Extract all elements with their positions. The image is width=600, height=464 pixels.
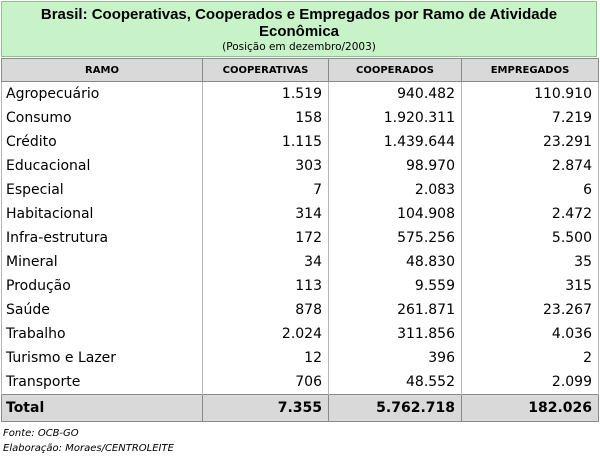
table-row: Agropecuário 1.519 940.482 110.910 xyxy=(1,81,599,106)
cell-cooperativas: 314 xyxy=(202,202,329,226)
cell-ramo: Saúde xyxy=(1,298,203,322)
cell-ramo: Infra-estrutura xyxy=(1,226,203,250)
cell-ramo: Mineral xyxy=(1,250,203,274)
table-row: Turismo e Lazer 12 396 2 xyxy=(1,346,599,370)
table-row: Crédito 1.115 1.439.644 23.291 xyxy=(1,130,599,154)
cell-cooperativas: 2.024 xyxy=(202,322,329,346)
footnotes: Fonte: OCB-GO Elaboração: Moraes/CENTROL… xyxy=(3,426,174,456)
cell-empregados: 315 xyxy=(461,274,599,298)
cell-empregados: 110.910 xyxy=(461,81,599,106)
header-ramo: RAMO xyxy=(1,58,203,82)
table-row: Mineral 34 48.830 35 xyxy=(1,250,599,274)
cell-ramo: Trabalho xyxy=(1,322,203,346)
table-row: Educacional 303 98.970 2.874 xyxy=(1,154,599,178)
table-subtitle: (Posição em dezembro/2003) xyxy=(222,41,376,53)
header-cooperativas: COOPERATIVAS xyxy=(202,58,329,82)
cell-ramo: Turismo e Lazer xyxy=(1,346,203,370)
total-empregados: 182.026 xyxy=(461,394,599,422)
total-row: Total 7.355 5.762.718 182.026 xyxy=(1,394,599,422)
cell-cooperativas: 1.519 xyxy=(202,81,329,106)
cell-cooperativas: 878 xyxy=(202,298,329,322)
cell-ramo: Crédito xyxy=(1,130,203,154)
cell-cooperados: 104.908 xyxy=(328,202,462,226)
total-label: Total xyxy=(1,394,203,422)
cell-cooperados: 48.830 xyxy=(328,250,462,274)
cell-ramo: Especial xyxy=(1,178,203,202)
cell-cooperativas: 113 xyxy=(202,274,329,298)
cell-cooperados: 940.482 xyxy=(328,81,462,106)
cell-cooperados: 2.083 xyxy=(328,178,462,202)
cell-cooperativas: 172 xyxy=(202,226,329,250)
cell-empregados: 6 xyxy=(461,178,599,202)
cell-empregados: 5.500 xyxy=(461,226,599,250)
cell-cooperativas: 158 xyxy=(202,106,329,130)
table-title: Brasil: Cooperativas, Cooperados e Empre… xyxy=(40,6,558,40)
cell-ramo: Habitacional xyxy=(1,202,203,226)
elaboration-note: Elaboração: Moraes/CENTROLEITE xyxy=(3,443,174,454)
table-row: Habitacional 314 104.908 2.472 xyxy=(1,202,599,226)
cell-ramo: Educacional xyxy=(1,154,203,178)
table-row: Transporte 706 48.552 2.099 xyxy=(1,370,599,395)
cell-empregados: 2.472 xyxy=(461,202,599,226)
cell-cooperados: 9.559 xyxy=(328,274,462,298)
cell-cooperados: 1.920.311 xyxy=(328,106,462,130)
cell-cooperativas: 34 xyxy=(202,250,329,274)
cell-ramo: Produção xyxy=(1,274,203,298)
cell-cooperados: 396 xyxy=(328,346,462,370)
cell-cooperativas: 12 xyxy=(202,346,329,370)
cell-ramo: Consumo xyxy=(1,106,203,130)
cooperatives-table: RAMO COOPERATIVAS COOPERADOS EMPREGADOS … xyxy=(1,58,599,422)
cell-empregados: 7.219 xyxy=(461,106,599,130)
table-row: Trabalho 2.024 311.856 4.036 xyxy=(1,322,599,346)
source-note: Fonte: OCB-GO xyxy=(3,428,79,439)
cell-cooperados: 311.856 xyxy=(328,322,462,346)
cell-ramo: Transporte xyxy=(1,370,203,395)
title-panel: Brasil: Cooperativas, Cooperados e Empre… xyxy=(1,1,597,57)
cell-empregados: 23.267 xyxy=(461,298,599,322)
cell-cooperados: 98.970 xyxy=(328,154,462,178)
total-cooperativas: 7.355 xyxy=(202,394,329,422)
cell-empregados: 2.874 xyxy=(461,154,599,178)
header-cooperados: COOPERADOS xyxy=(328,58,462,82)
header-row: RAMO COOPERATIVAS COOPERADOS EMPREGADOS xyxy=(1,58,599,82)
table-row: Consumo 158 1.920.311 7.219 xyxy=(1,106,599,130)
cell-cooperados: 261.871 xyxy=(328,298,462,322)
table-row: Especial 7 2.083 6 xyxy=(1,178,599,202)
table-row: Infra-estrutura 172 575.256 5.500 xyxy=(1,226,599,250)
cell-empregados: 35 xyxy=(461,250,599,274)
cell-cooperativas: 1.115 xyxy=(202,130,329,154)
table-row: Produção 113 9.559 315 xyxy=(1,274,599,298)
cell-cooperados: 575.256 xyxy=(328,226,462,250)
cell-empregados: 23.291 xyxy=(461,130,599,154)
total-cooperados: 5.762.718 xyxy=(328,394,462,422)
cell-cooperados: 1.439.644 xyxy=(328,130,462,154)
cell-cooperados: 48.552 xyxy=(328,370,462,395)
cell-cooperativas: 303 xyxy=(202,154,329,178)
cell-cooperativas: 706 xyxy=(202,370,329,395)
cell-cooperativas: 7 xyxy=(202,178,329,202)
cell-empregados: 2.099 xyxy=(461,370,599,395)
cell-ramo: Agropecuário xyxy=(1,81,203,106)
cell-empregados: 4.036 xyxy=(461,322,599,346)
table-row: Saúde 878 261.871 23.267 xyxy=(1,298,599,322)
cell-empregados: 2 xyxy=(461,346,599,370)
header-empregados: EMPREGADOS xyxy=(461,58,599,82)
